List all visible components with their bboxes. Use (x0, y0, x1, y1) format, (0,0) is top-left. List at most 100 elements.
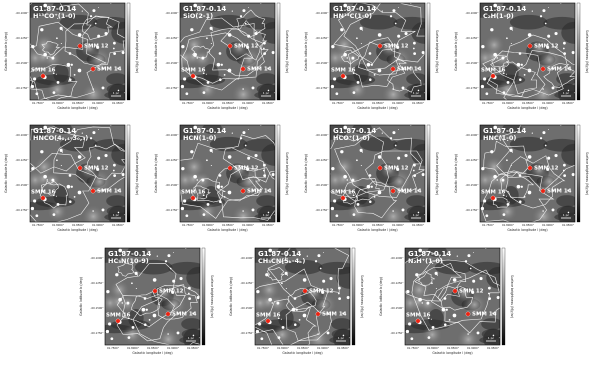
y-tick-label: -00.1250° (391, 281, 405, 285)
star (113, 52, 117, 56)
star (502, 213, 506, 217)
x-tick-label: 01.8000° (202, 223, 215, 227)
colorbar (126, 2, 131, 101)
source-label: SMM 16 (31, 190, 56, 196)
star (373, 73, 376, 76)
object-name: G1.87-0.14 (33, 5, 76, 13)
star (192, 334, 195, 337)
star (369, 78, 372, 81)
x-tick-label: 01.8500° (372, 101, 385, 105)
star (359, 148, 363, 152)
dark-cloud (330, 125, 348, 140)
y-tick-label: -00.1250° (166, 36, 180, 40)
bright-region (422, 324, 442, 345)
star (476, 312, 479, 315)
y-axis-label: Galactic latitude b (deg) (154, 32, 158, 71)
star (317, 254, 321, 258)
image (180, 125, 275, 222)
star (206, 159, 208, 162)
star (180, 206, 185, 211)
star (493, 174, 497, 179)
star (220, 63, 223, 66)
bright-region (387, 169, 412, 194)
y-axis-label: Galactic latitude b (deg) (304, 154, 308, 193)
star (202, 213, 206, 217)
x-tick-label: 01.9000° (392, 223, 405, 227)
y-tick-label: -00.1250° (466, 158, 480, 162)
star (368, 52, 372, 55)
star (52, 91, 56, 95)
dark-cloud (186, 266, 200, 289)
bright-region (81, 83, 105, 100)
star (276, 301, 280, 305)
star (473, 252, 474, 253)
y-axis-label: Galactic latitude b (deg) (154, 154, 158, 193)
dark-cloud (203, 186, 219, 205)
dark-cloud (128, 309, 144, 328)
star (145, 308, 148, 311)
star (342, 312, 345, 315)
star (511, 29, 513, 31)
bright-region (531, 205, 555, 222)
x-tick-label: 01.7500° (332, 101, 345, 105)
x-tick-label: 01.7500° (482, 101, 495, 105)
contour (496, 125, 575, 192)
dark-cloud (406, 73, 425, 85)
dark-cloud (180, 3, 198, 18)
contour (255, 268, 329, 345)
star (346, 179, 348, 181)
star (196, 179, 198, 181)
star (202, 91, 206, 95)
star (60, 164, 62, 167)
source-marker (527, 165, 533, 171)
contour (255, 298, 317, 345)
dark-cloud (30, 3, 48, 18)
source-label: SMM 14 (397, 189, 422, 195)
image (180, 3, 275, 100)
y-tick-label: -00.1000° (241, 256, 255, 260)
star (227, 190, 232, 195)
contour (41, 180, 59, 196)
star (92, 210, 94, 212)
line-name: HNCO(4₀,₄-3₀,₃) (33, 134, 88, 142)
x-axis-label: Galactic longitude l (deg) (507, 106, 547, 110)
x-axis-label: Galactic longitude l (deg) (507, 228, 547, 232)
contour (217, 167, 275, 221)
star (509, 26, 513, 30)
star (404, 31, 408, 36)
dark-cloud (359, 14, 398, 30)
contour (543, 62, 575, 88)
star (392, 9, 396, 13)
star (527, 155, 532, 159)
line-name: H¹³CO⁺(1-0) (33, 12, 76, 20)
star (408, 322, 412, 326)
bright-region (347, 201, 367, 222)
y-tick-label: -00.1750° (391, 331, 405, 335)
star (167, 333, 169, 335)
x-tick-label: 01.8500° (297, 346, 310, 350)
star (493, 125, 498, 130)
contour (492, 197, 510, 208)
star (77, 190, 82, 195)
colorbar (501, 247, 506, 346)
star (294, 323, 297, 326)
star (487, 286, 491, 290)
star (282, 262, 284, 265)
star (567, 189, 570, 192)
star (131, 282, 133, 285)
contour (117, 262, 135, 277)
source-label: SMM 16 (31, 68, 56, 74)
star (248, 129, 249, 130)
star (59, 26, 63, 30)
dark-cloud (111, 143, 125, 166)
star (254, 153, 258, 158)
x-tick-label: 01.9500° (187, 346, 200, 350)
contour (53, 126, 125, 192)
star (136, 274, 138, 276)
star (368, 174, 372, 177)
source-label: SMM 14 (97, 67, 122, 73)
star (506, 37, 508, 40)
star (412, 163, 416, 167)
